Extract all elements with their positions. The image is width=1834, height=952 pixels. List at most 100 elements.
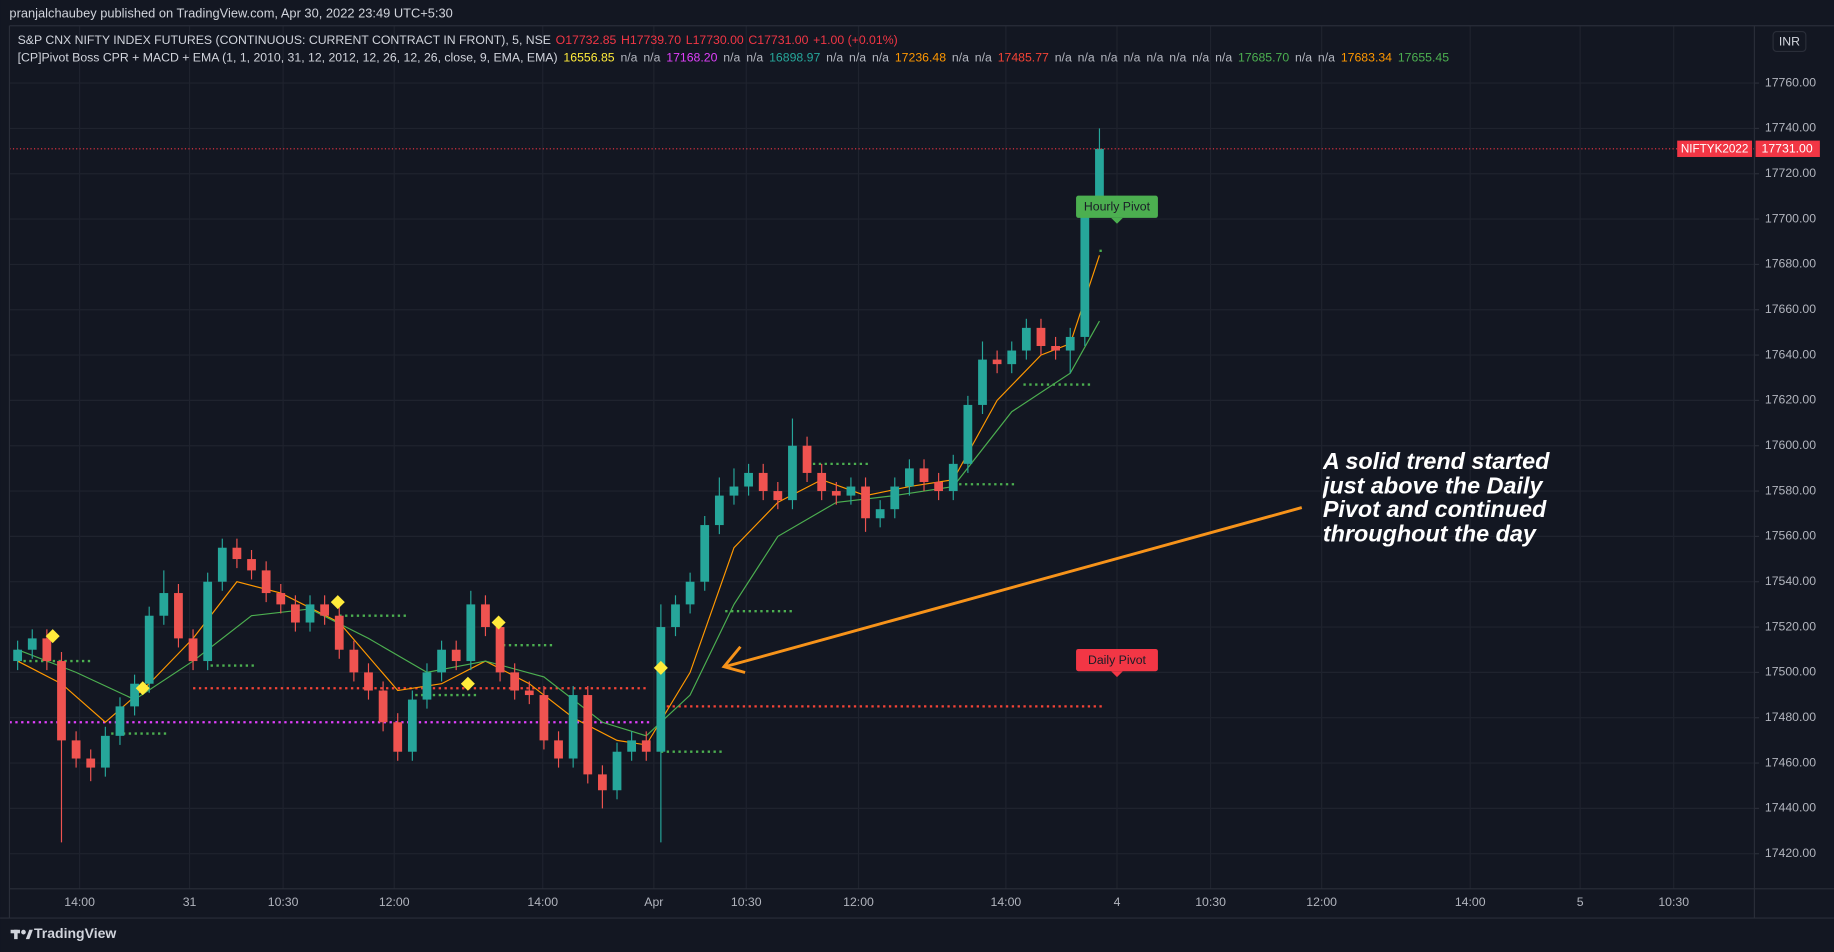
candle-body — [247, 559, 256, 571]
annotation: A solid trend started just above the Dai… — [1322, 450, 1550, 547]
candle-body — [393, 722, 403, 752]
candle-body — [685, 581, 695, 605]
candle-body — [57, 661, 66, 741]
candle-body — [27, 638, 37, 650]
candle-body — [524, 690, 534, 696]
candle-body — [583, 695, 593, 775]
y-tick-label: 17560.00 — [1765, 529, 1816, 543]
candle-body — [773, 491, 783, 501]
indicator-name: [CP]Pivot Boss CPR + MACD + EMA (1, 1, 2… — [18, 51, 558, 65]
candle-body — [1007, 350, 1017, 365]
indicator-value: n/a — [849, 51, 866, 65]
indicator-value: n/a — [723, 51, 740, 65]
y-tick-label: 17620.00 — [1765, 393, 1816, 407]
candle-body — [261, 570, 271, 594]
x-tick-label: 31 — [183, 895, 197, 909]
indicator-value: n/a — [1318, 51, 1335, 65]
x-tick-label: 14:00 — [64, 895, 95, 909]
pivot-label-pointer — [1111, 217, 1123, 224]
y-tick-label: 17740.00 — [1765, 121, 1816, 135]
symbol-line: S&P CNX NIFTY INDEX FUTURES (CONTINUOUS:… — [18, 33, 898, 47]
candle-body — [890, 486, 900, 510]
candle-body — [905, 468, 914, 487]
ohlc-value: H17739.70 — [621, 33, 681, 47]
candle-body — [612, 751, 622, 791]
indicator-value: 17236.48 — [895, 51, 946, 65]
y-tick-label: 17700.00 — [1765, 211, 1816, 225]
indicator-value: n/a — [1215, 51, 1232, 65]
candle-body — [334, 615, 344, 650]
indicator-value: 17655.45 — [1398, 51, 1449, 65]
candle-body — [802, 445, 812, 473]
candle-body — [758, 472, 768, 492]
y-tick-label: 17760.00 — [1765, 75, 1816, 89]
x-tick-label: 4 — [1114, 895, 1121, 909]
candle-body — [174, 593, 183, 639]
x-tick-label: 14:00 — [527, 895, 558, 909]
indicator-value: n/a — [826, 51, 843, 65]
y-tick-label: 17680.00 — [1765, 257, 1816, 271]
candle-body — [992, 359, 1002, 365]
y-tick-label: 17440.00 — [1765, 801, 1816, 815]
candle-body — [217, 547, 227, 582]
indicator-value: 17685.70 — [1238, 51, 1289, 65]
ohlc-value: +1.00 (+0.01%) — [813, 33, 898, 47]
ohlc-value: O17732.85 — [556, 33, 617, 47]
indicator-value: n/a — [975, 51, 992, 65]
candle-body — [144, 615, 154, 684]
candle-body — [203, 581, 213, 662]
published-by: pranjalchaubey published on TradingView.… — [9, 5, 452, 20]
candle-body — [963, 404, 973, 464]
indicator-value: 16898.97 — [769, 51, 820, 65]
candle-body — [1036, 327, 1046, 346]
x-tick-label: 14:00 — [1455, 895, 1486, 909]
symbol-label: NIFTYK2022 — [1681, 142, 1749, 155]
candle-body — [86, 758, 96, 768]
candle-body — [598, 774, 607, 791]
candle-body — [305, 604, 315, 623]
candle-body — [1080, 207, 1090, 337]
x-tick-label: 12:00 — [379, 895, 410, 909]
candle-body — [568, 695, 578, 759]
candle-body — [188, 638, 198, 662]
indicator-value: 16556.85 — [563, 51, 614, 65]
indicator-value: n/a — [1123, 51, 1140, 65]
y-tick-label: 17480.00 — [1765, 710, 1816, 724]
x-tick-label: 14:00 — [991, 895, 1022, 909]
indicator-value: n/a — [1078, 51, 1095, 65]
indicator-value: n/a — [1101, 51, 1118, 65]
candle-body — [846, 486, 856, 496]
candle-body — [788, 445, 797, 501]
candle-body — [291, 604, 300, 623]
indicator-value: n/a — [1169, 51, 1186, 65]
candle-body — [1065, 336, 1075, 351]
y-tick-label: 17600.00 — [1765, 438, 1816, 452]
candle-body — [861, 486, 870, 519]
indicator-value: n/a — [952, 51, 969, 65]
candle-body — [627, 740, 637, 752]
x-tick-label: 10:30 — [731, 895, 762, 909]
candle-body — [349, 649, 359, 673]
x-tick-label: 10:30 — [1195, 895, 1226, 909]
candle-body — [42, 638, 52, 662]
candle-body — [437, 649, 446, 673]
candle-body — [407, 699, 417, 752]
annotation-box: A solid trend started just above the Dai… — [1322, 450, 1550, 547]
pivot-label-box — [1076, 195, 1158, 218]
x-tick-label: 10:30 — [1658, 895, 1689, 909]
indicator-value: n/a — [620, 51, 637, 65]
y-tick-label: 17640.00 — [1765, 347, 1816, 361]
candle-body — [700, 525, 710, 582]
annotation-arrow — [721, 506, 1303, 674]
symbol-badge — [1677, 140, 1753, 157]
candle-body — [817, 472, 827, 492]
x-tick-label: 12:00 — [843, 895, 874, 909]
signal-marker — [491, 615, 506, 630]
y-tick-label: 17500.00 — [1765, 665, 1816, 679]
candle-body — [744, 472, 753, 487]
indicator-value: n/a — [1055, 51, 1072, 65]
candle-body — [481, 604, 490, 628]
pivot-label: Hourly Pivot — [1076, 195, 1158, 224]
y-tick-label: 17580.00 — [1765, 483, 1816, 497]
candle-body — [656, 627, 666, 752]
